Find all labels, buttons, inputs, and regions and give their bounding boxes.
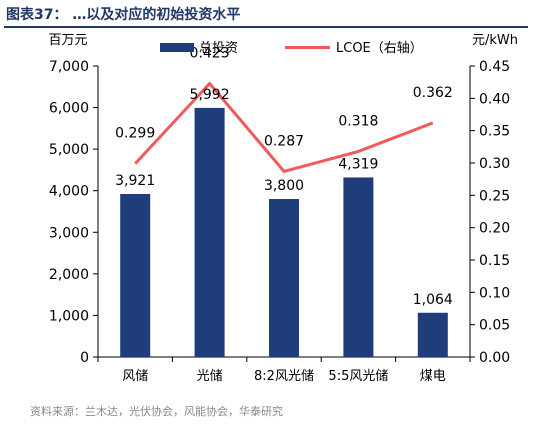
left-axis-tick-label: 5,000 (49, 142, 89, 158)
legend-bar-swatch (160, 43, 194, 52)
bar-value-label: 3,921 (115, 173, 155, 189)
right-axis-tick-label: 0.25 (479, 188, 510, 204)
right-axis-tick-label: 0.40 (479, 91, 510, 107)
legend-bar-label: 总投资 (199, 40, 238, 56)
left-axis-tick-label: 7,000 (49, 59, 89, 75)
right-axis-tick-label: 0.00 (479, 350, 510, 366)
line-group (134, 82, 434, 173)
bar-value-label: 4,319 (338, 156, 378, 172)
bar-value-label: 5,992 (190, 87, 230, 103)
axes-group: 0 1,000 2,000 3,000 4,000 5,000 6,000 7,000 百万元 0… (48, 33, 518, 384)
left-axis-tick-label: 2,000 (49, 267, 89, 283)
bars-group (120, 107, 448, 358)
left-axis-tick-label: 1,000 (49, 308, 89, 324)
left-axis-tick-label: 0 (80, 350, 89, 366)
right-axis-tick-label: 0.10 (479, 285, 510, 301)
left-axis-tick-label: 4,000 (49, 184, 89, 200)
bar (343, 177, 374, 357)
lcoe-line (134, 82, 434, 173)
x-axis-category-label: 8:2风光储 (254, 369, 314, 384)
x-axis-category-label: 光储 (197, 369, 223, 384)
title-rule (4, 26, 528, 28)
combo-chart: 0 1,000 2,000 3,000 4,000 5,000 6,000 7,000 百万元 0… (48, 33, 518, 384)
line-value-label: 0.362 (413, 85, 453, 101)
line-value-label: 0.423 (190, 45, 230, 61)
legend: 总投资 LCOE（右轴） (160, 40, 423, 56)
bar-value-label: 3,800 (264, 178, 304, 194)
bar (417, 312, 448, 357)
figure-source: 资料来源：兰木达，光伏协会，风能协会，华泰研究 (30, 405, 283, 418)
right-axis-tick-label: 0.20 (479, 221, 510, 237)
figure-title: 图表37： …以及对应的初始投资水平 (6, 7, 241, 23)
x-axis-category-label: 风储 (122, 369, 148, 384)
line-value-label: 0.287 (264, 133, 304, 149)
bar (269, 199, 299, 357)
right-axis-tick-label: 0.35 (479, 124, 510, 140)
bar (194, 107, 225, 358)
right-axis-unit: 元/kWh (472, 33, 518, 48)
x-axis-category-label: 煤电 (420, 369, 446, 384)
line-value-label: 0.318 (338, 113, 378, 129)
right-axis-tick-label: 0.30 (479, 156, 510, 172)
bar (120, 193, 151, 357)
right-axis-tick-label: 0.15 (479, 253, 510, 269)
left-axis-tick-label: 3,000 (49, 225, 89, 241)
left-axis-unit: 百万元 (48, 33, 87, 48)
x-axis-category-label: 5:5风光储 (328, 369, 388, 384)
legend-line-label: LCOE（右轴） (336, 41, 423, 56)
left-axis-tick-label: 6,000 (49, 101, 89, 117)
right-axis-tick-label: 0.05 (479, 318, 510, 334)
bar-value-label: 1,064 (413, 292, 453, 308)
data-labels-group: 3,921 5,992 3,800 4,319 1,064 0.299 0.423 0.287… (115, 45, 453, 307)
line-value-label: 0.299 (115, 126, 155, 142)
right-axis-tick-label: 0.45 (479, 59, 510, 75)
